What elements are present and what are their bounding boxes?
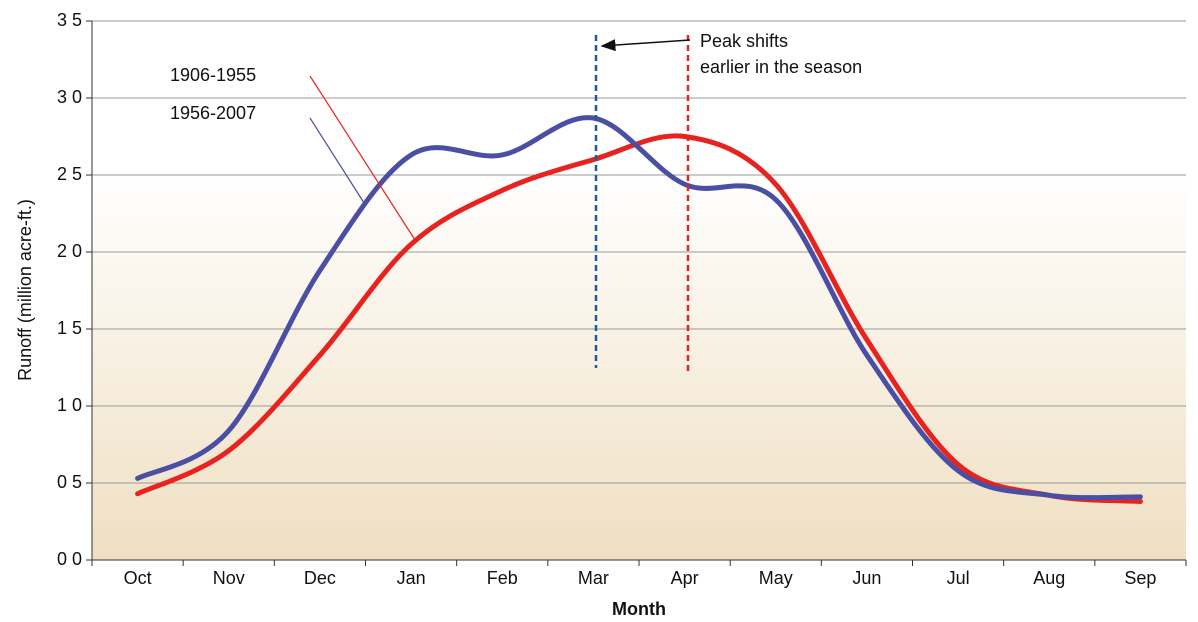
y-tick-label: 3 5 — [57, 10, 82, 30]
annotation: Peak shifts — [700, 31, 788, 51]
series-line — [135, 133, 1143, 504]
x-tick-label: Jun — [852, 568, 881, 588]
y-tick-label: 0 0 — [57, 549, 82, 569]
x-tick-label: Jan — [397, 568, 426, 588]
arrow — [600, 39, 691, 52]
x-tick-label: Apr — [671, 568, 699, 588]
series-label: 1906-1955 — [170, 65, 256, 85]
x-tick-label: Sep — [1124, 568, 1156, 588]
x-axis-label: Month — [612, 599, 666, 619]
y-tick-label: 1 0 — [57, 395, 82, 415]
leader-line — [309, 117, 367, 207]
series-label: 1956-2007 — [170, 103, 256, 123]
leader-line — [309, 75, 416, 241]
x-tick-label: Dec — [304, 568, 336, 588]
x-tick-label: May — [759, 568, 793, 588]
y-tick-label: 1 5 — [57, 318, 82, 338]
x-tick-label: Oct — [124, 568, 152, 588]
series-line — [135, 115, 1143, 501]
x-tick-label: Aug — [1033, 568, 1065, 588]
annotation: earlier in the season — [700, 57, 862, 77]
y-tick-label: 2 5 — [57, 164, 82, 184]
x-tick-label: Feb — [487, 568, 518, 588]
y-tick-label: 0 5 — [57, 472, 82, 492]
x-tick-label: Mar — [578, 568, 609, 588]
y-tick-label: 2 0 — [57, 241, 82, 261]
plot-area — [92, 21, 1186, 560]
y-axis-label: Runoff (million acre-ft.) — [15, 199, 35, 381]
y-tick-label: 3 0 — [57, 87, 82, 107]
x-tick-label: Nov — [213, 568, 245, 588]
x-tick-label: Jul — [947, 568, 970, 588]
